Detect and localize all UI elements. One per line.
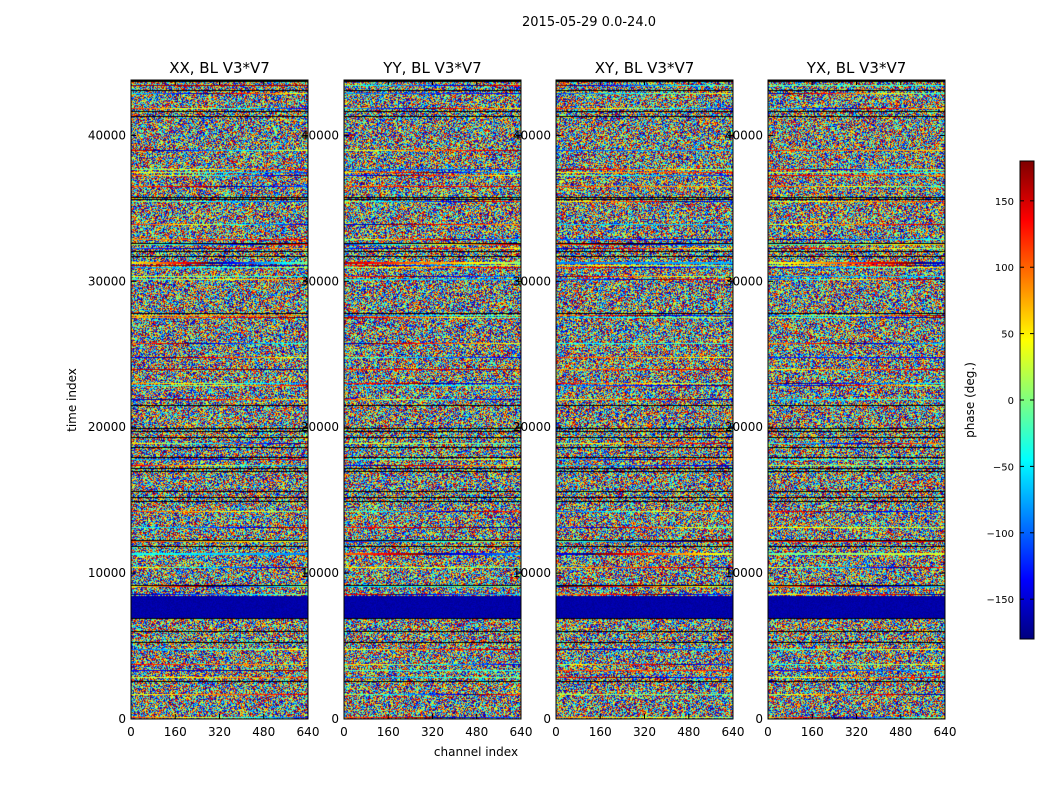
colorbar-label: phase (deg.) — [963, 362, 977, 438]
x-tick-label: 640 — [510, 725, 533, 739]
x-tick-label: 480 — [252, 725, 275, 739]
panel-title: YX, BL V3*V7 — [806, 59, 907, 77]
x-tick-label: 160 — [164, 725, 187, 739]
y-tick-label: 20000 — [301, 420, 339, 434]
y-tick-label: 10000 — [513, 566, 551, 580]
x-tick-label: 640 — [934, 725, 957, 739]
x-tick-label: 0 — [764, 725, 772, 739]
x-tick-label: 160 — [589, 725, 612, 739]
panel-yy: YY, BL V3*V7 0 160 320 480 640 0 10000 20000 3000… — [301, 59, 533, 739]
y-tick-label: 40000 — [88, 128, 126, 142]
x-tick-label: 320 — [421, 725, 444, 739]
x-tick-label: 640 — [722, 725, 745, 739]
x-tick-label: 0 — [340, 725, 348, 739]
x-tick-label: 160 — [801, 725, 824, 739]
x-tick-label: 320 — [845, 725, 868, 739]
panels-group: XX, BL V3*V7 0 160 320 480 640 0 10000 20000 3000… — [65, 59, 956, 759]
y-tick-label: 0 — [331, 712, 339, 726]
colorbar-tick-label: −150 — [987, 595, 1014, 606]
panel-xy: XY, BL V3*V7 0 160 320 480 640 0 10000 20000 3000… — [513, 59, 745, 739]
heatmap-image-xy — [556, 80, 733, 719]
colorbar-tick-label: 0 — [1008, 396, 1014, 407]
colorbar-tick-label: 50 — [1001, 330, 1014, 341]
y-tick-label: 40000 — [301, 128, 339, 142]
y-axis-label: time index — [65, 368, 79, 432]
heatmap-image-yy — [344, 80, 521, 719]
y-tick-label: 10000 — [725, 566, 763, 580]
y-tick-label: 20000 — [88, 420, 126, 434]
x-tick-label: 640 — [297, 725, 320, 739]
x-tick-label: 480 — [889, 725, 912, 739]
x-tick-label: 160 — [377, 725, 400, 739]
x-tick-label: 480 — [465, 725, 488, 739]
panel-title: XY, BL V3*V7 — [595, 59, 695, 77]
y-tick-label: 30000 — [725, 274, 763, 288]
x-tick-label: 0 — [127, 725, 135, 739]
y-tick-label: 10000 — [301, 566, 339, 580]
colorbar-tick-label: −50 — [993, 462, 1014, 473]
heatmap-image-xx — [131, 80, 308, 719]
y-tick-label: 10000 — [88, 566, 126, 580]
figure-suptitle: 2015-05-29 0.0-24.0 — [522, 15, 656, 30]
y-tick-label: 20000 — [725, 420, 763, 434]
panel-yx: YX, BL V3*V7 0 160 320 480 640 0 10000 20000 3000… — [725, 59, 957, 739]
colorbar-tick-label: 100 — [995, 263, 1014, 274]
panel-title: XX, BL V3*V7 — [169, 59, 270, 77]
panel-xx: XX, BL V3*V7 0 160 320 480 640 0 10000 20000 3000… — [88, 59, 320, 739]
colorbar-tick-label: −100 — [987, 529, 1014, 540]
x-tick-label: 480 — [677, 725, 700, 739]
x-axis-label: channel index — [434, 745, 518, 759]
y-tick-label: 30000 — [88, 274, 126, 288]
y-tick-label: 40000 — [725, 128, 763, 142]
heatmap-image-yx — [768, 80, 945, 719]
y-tick-label: 40000 — [513, 128, 551, 142]
y-tick-label: 30000 — [513, 274, 551, 288]
x-tick-label: 320 — [208, 725, 231, 739]
colorbar-tick-label: 150 — [995, 197, 1014, 208]
y-tick-label: 0 — [118, 712, 126, 726]
x-tick-label: 0 — [552, 725, 560, 739]
panel-title: YY, BL V3*V7 — [382, 59, 481, 77]
x-tick-label: 320 — [633, 725, 656, 739]
y-tick-label: 0 — [543, 712, 551, 726]
colorbar: −150 −100 −50 0 50 100 150 phase (deg.) — [963, 160, 1035, 640]
y-tick-label: 20000 — [513, 420, 551, 434]
y-tick-label: 0 — [755, 712, 763, 726]
y-tick-label: 30000 — [301, 274, 339, 288]
